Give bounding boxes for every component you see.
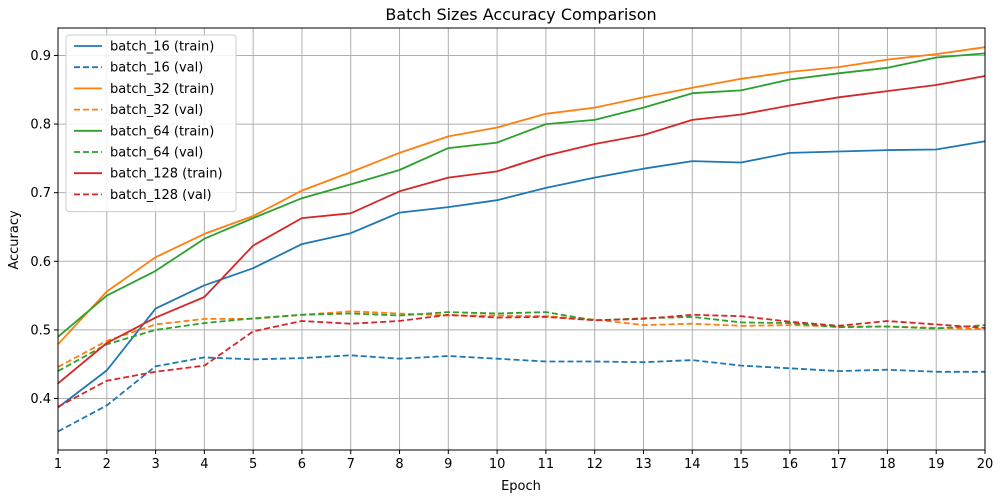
x-axis-title: Epoch	[501, 479, 541, 494]
x-tick-label: 7	[347, 457, 355, 472]
x-tick-label: 8	[395, 457, 403, 472]
x-tick-label: 13	[635, 457, 652, 472]
legend-label: batch_16 (train)	[110, 40, 214, 55]
legend: batch_16 (train) batch_16 (val) batch_32 (…	[65, 34, 237, 213]
x-tick-label: 3	[151, 457, 159, 472]
y-tick-label: 0.7	[30, 186, 51, 201]
series-line-batch-16-train	[57, 140, 986, 409]
y-tick-label: 0.4	[30, 392, 51, 407]
legend-label: batch_32 (val)	[110, 103, 203, 118]
x-tick-label: 16	[782, 457, 799, 472]
legend-label: batch_16 (val)	[110, 61, 203, 76]
x-tick-label: 15	[733, 457, 750, 472]
legend-label: batch_64 (train)	[110, 124, 214, 139]
series-line-batch-64-val	[57, 311, 986, 372]
y-tick-label: 0.5	[30, 323, 51, 338]
series-line-batch-128-val	[57, 313, 986, 408]
series-line-batch-16-val	[57, 354, 985, 433]
y-tick-label: 0.8	[30, 118, 51, 133]
y-tick-label: 0.6	[30, 255, 51, 270]
x-tick-label: 11	[538, 457, 555, 472]
legend-label: batch_128 (train)	[110, 167, 223, 182]
x-tick-label: 14	[684, 457, 701, 472]
x-tick-label: 4	[200, 457, 208, 472]
legend-label: batch_128 (val)	[110, 188, 212, 203]
x-tick-label: 10	[489, 457, 506, 472]
series-line-batch-32-train	[57, 46, 986, 345]
x-tick-label: 20	[977, 457, 994, 472]
x-tick-label: 12	[586, 457, 603, 472]
x-tick-label: 9	[444, 457, 452, 472]
plot-frame	[57, 27, 986, 451]
series-line-batch-128-train	[57, 75, 986, 385]
chart-title: Batch Sizes Accuracy Comparison	[385, 5, 656, 24]
x-tick-label: 5	[249, 457, 257, 472]
x-tick-label: 19	[928, 457, 945, 472]
series-layer	[57, 46, 986, 433]
series-line-batch-32-val	[57, 310, 986, 368]
legend-label: batch_32 (train)	[110, 82, 214, 97]
legend-label: batch_64 (val)	[110, 146, 203, 161]
y-ticks: 0.4 0.5 0.6 0.7 0.8 0.9	[30, 49, 58, 407]
x-ticks: 1 2 3 4 5 6 7 8 9 10 11 12 13 14 15 16 17 18 19 20	[54, 450, 993, 472]
x-tick-label: 2	[103, 457, 111, 472]
y-axis-title: Accuracy	[7, 210, 22, 270]
x-tick-label: 6	[298, 457, 306, 472]
y-tick-label: 0.9	[30, 49, 51, 64]
x-tick-label: 18	[879, 457, 896, 472]
x-tick-label: 17	[830, 457, 847, 472]
grid	[57, 28, 986, 450]
x-tick-label: 1	[54, 457, 62, 472]
legend-box	[65, 34, 237, 213]
series-line-batch-64-train	[57, 52, 986, 338]
